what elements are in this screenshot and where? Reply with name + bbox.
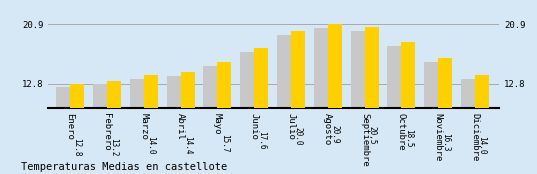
Text: 14.0: 14.0 [146, 136, 155, 155]
Bar [93, 84, 107, 174]
Bar [144, 75, 158, 174]
Text: 13.2: 13.2 [110, 138, 118, 156]
Bar [217, 62, 231, 174]
Text: 20.0: 20.0 [294, 127, 302, 145]
Bar [438, 58, 452, 174]
Text: 12.8: 12.8 [72, 138, 82, 157]
Bar [180, 72, 194, 174]
Text: 16.3: 16.3 [441, 133, 450, 151]
Bar [56, 87, 70, 174]
Bar [314, 28, 328, 174]
Bar [402, 42, 416, 174]
Bar [424, 62, 438, 174]
Text: 14.4: 14.4 [183, 136, 192, 154]
Text: Temperaturas Medias en castellote: Temperaturas Medias en castellote [21, 162, 228, 172]
Bar [254, 49, 268, 174]
Bar [475, 75, 489, 174]
Bar [166, 76, 180, 174]
Bar [351, 31, 365, 174]
Text: 17.6: 17.6 [257, 131, 266, 149]
Text: 18.5: 18.5 [404, 129, 413, 148]
Text: 15.7: 15.7 [220, 134, 229, 152]
Bar [365, 27, 379, 174]
Bar [277, 35, 291, 174]
Bar [240, 52, 254, 174]
Text: 20.5: 20.5 [367, 126, 376, 144]
Bar [388, 46, 402, 174]
Text: 14.0: 14.0 [477, 136, 487, 155]
Text: 20.9: 20.9 [330, 125, 339, 144]
Bar [70, 84, 84, 174]
Bar [107, 81, 121, 174]
Bar [204, 66, 217, 174]
Bar [130, 78, 144, 174]
Bar [461, 78, 475, 174]
Bar [328, 24, 342, 174]
Bar [291, 31, 305, 174]
